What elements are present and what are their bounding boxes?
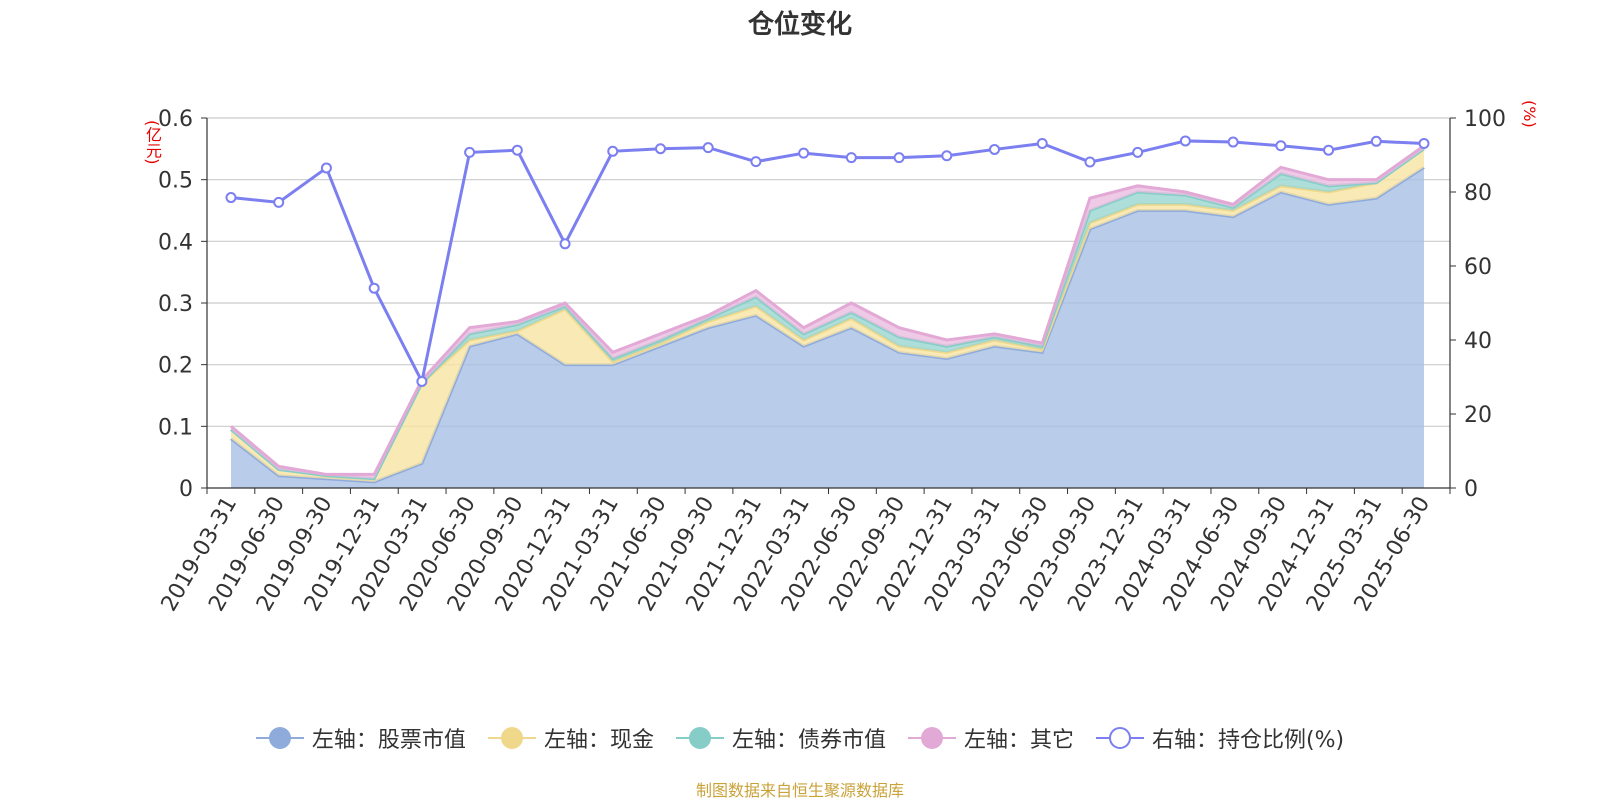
holding-ratio-point (1179, 135, 1191, 147)
left-axis-tick-label: 0 (179, 477, 193, 502)
right-axis-tick-label: 100 (1464, 107, 1506, 132)
holding-ratio-point (798, 147, 810, 159)
holding-ratio-point (941, 150, 953, 162)
holding-ratio-point (559, 238, 571, 250)
area-3 (231, 148, 1424, 479)
area-1 (231, 167, 1424, 489)
holding-ratio-point (368, 282, 380, 294)
left-axis-tick-label: 0.1 (158, 415, 193, 440)
legend-item[interactable]: 左轴：现金 (487, 722, 654, 754)
holding-ratio-point (654, 143, 666, 155)
left-axis-tick-label: 0.5 (158, 169, 193, 194)
legend-label: 左轴：现金 (543, 728, 654, 753)
legend-label: 左轴：其它 (963, 728, 1074, 753)
holding-ratio-point (464, 146, 476, 158)
holding-ratio-point (989, 143, 1001, 155)
legend-item[interactable]: 左轴：股票市值 (255, 722, 466, 754)
chart-legend: 左轴：股票市值 左轴：现金 左轴：债券市值 左轴：其它 右轴：持仓比例(%) (0, 722, 1600, 754)
right-axis-tick-label: 60 (1464, 255, 1492, 280)
holding-ratio-point (273, 196, 285, 208)
legend-label: 左轴：股票市值 (311, 728, 466, 753)
legend-marker (907, 727, 956, 749)
holding-ratio-point (702, 142, 714, 154)
right-axis-tick-label: 80 (1464, 181, 1492, 206)
holding-ratio-point (1036, 138, 1048, 150)
area-line-4 (230, 144, 1425, 476)
left-axis-unit: (亿元) (143, 120, 162, 165)
holding-ratio-point (1227, 136, 1239, 148)
holding-ratio-point (320, 162, 332, 174)
legend-label: 左轴：债券市值 (731, 728, 886, 753)
holding-ratio-point (893, 152, 905, 164)
holding-ratio-point (1084, 156, 1096, 168)
holding-ratio-point (1132, 146, 1144, 158)
holding-ratio-point (416, 375, 428, 387)
chart-title: 仓位变化 (747, 10, 852, 40)
holding-ratio-point (1323, 144, 1335, 156)
holding-ratio-point (1418, 138, 1430, 150)
holding-ratio-line (230, 139, 1425, 386)
legend-label: 右轴：持仓比例(%) (1151, 728, 1345, 753)
legend-marker (487, 727, 536, 749)
holding-ratio-point (225, 192, 237, 204)
left-axis-tick-label: 0.4 (158, 230, 193, 255)
holding-ratio-point (607, 145, 619, 157)
right-axis-tick-label: 20 (1464, 403, 1492, 428)
right-axis-tick-label: 0 (1464, 477, 1478, 502)
legend-item[interactable]: 左轴：债券市值 (675, 722, 886, 754)
right-axis-unit: (%) (1520, 100, 1539, 128)
left-axis-tick-label: 0.2 (158, 354, 193, 379)
holding-ratio-point (1275, 140, 1287, 152)
legend-item[interactable]: 左轴：其它 (907, 722, 1074, 754)
holding-ratio-point (1370, 135, 1382, 147)
right-axis-tick-label: 40 (1464, 329, 1492, 354)
holding-ratio-point (750, 156, 762, 168)
data-source-footer: 制图数据来自恒生聚源数据库 (695, 781, 904, 800)
area-4 (231, 145, 1424, 479)
left-axis-tick-label: 0.3 (158, 292, 193, 317)
legend-item[interactable]: 右轴：持仓比例(%) (1095, 722, 1345, 754)
left-axis-tick-label: 0.6 (158, 107, 193, 132)
holding-ratio-point (845, 152, 857, 164)
legend-marker (675, 727, 724, 749)
holding-ratio-point (511, 144, 523, 156)
legend-marker (255, 727, 304, 749)
legend-marker (1095, 727, 1144, 749)
